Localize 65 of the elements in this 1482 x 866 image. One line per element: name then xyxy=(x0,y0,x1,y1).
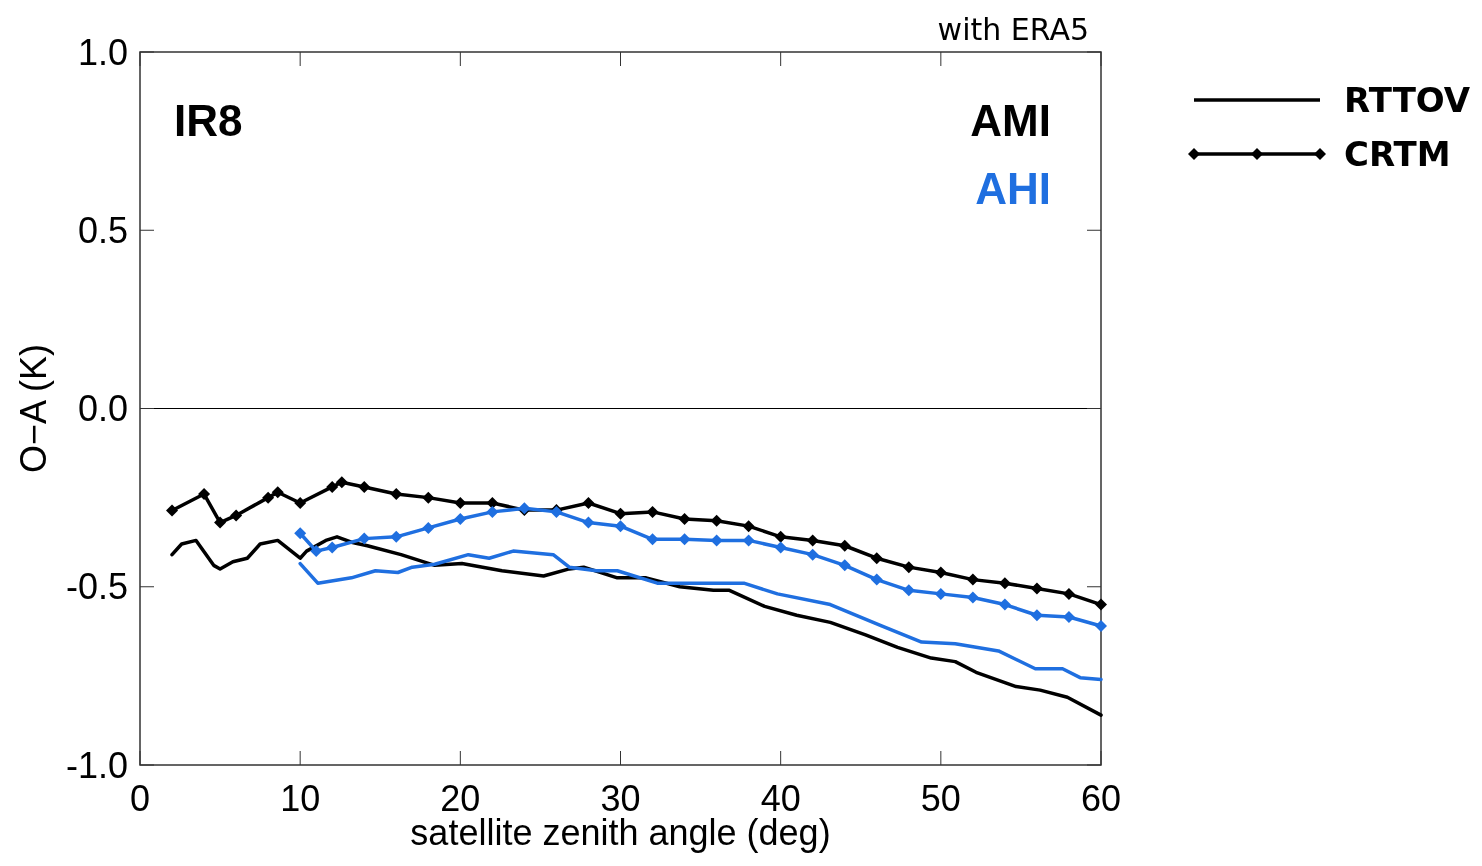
point xyxy=(1095,598,1107,611)
annotation: AHI xyxy=(975,164,1051,213)
point xyxy=(838,559,851,572)
x-tick-label: 60 xyxy=(1080,778,1122,819)
y-tick-label: 0.0 xyxy=(77,388,128,430)
point xyxy=(198,488,211,501)
point xyxy=(230,509,243,522)
point xyxy=(486,505,499,518)
point xyxy=(774,541,787,554)
x-tick-label: 50 xyxy=(920,778,961,819)
point xyxy=(902,561,915,574)
point xyxy=(1030,582,1043,595)
y-axis-title: O−A (K) xyxy=(13,343,54,474)
point xyxy=(582,496,595,509)
point xyxy=(902,584,915,597)
point xyxy=(294,527,307,540)
text: with ERA5 xyxy=(937,12,1089,47)
point xyxy=(326,480,339,493)
point xyxy=(614,507,627,520)
point xyxy=(271,486,284,499)
point xyxy=(582,516,595,529)
y-tick-label: 0.5 xyxy=(77,209,128,251)
point xyxy=(335,476,348,489)
point xyxy=(1062,587,1075,600)
point xyxy=(326,541,339,554)
point xyxy=(870,573,883,586)
y-tick-label: -0.5 xyxy=(65,566,128,608)
point xyxy=(294,496,307,509)
point xyxy=(390,488,403,501)
point xyxy=(998,577,1011,590)
legend-label: RTTOV xyxy=(1344,79,1471,120)
point xyxy=(422,491,435,504)
point xyxy=(454,513,467,526)
legend-label: CRTM xyxy=(1344,133,1451,174)
y-tick-label: -1.0 xyxy=(65,744,128,786)
point xyxy=(966,591,979,604)
point xyxy=(838,539,851,552)
point xyxy=(422,521,435,534)
line-series xyxy=(298,549,1103,682)
point xyxy=(390,530,403,543)
point xyxy=(646,505,659,518)
point xyxy=(934,587,947,600)
point xyxy=(998,598,1011,611)
point xyxy=(774,530,787,543)
point xyxy=(166,504,179,517)
point xyxy=(1030,609,1043,622)
point xyxy=(678,513,691,526)
point xyxy=(214,516,227,529)
annotation: AMI xyxy=(970,96,1051,145)
point xyxy=(806,534,819,547)
x-tick-label: 0 xyxy=(129,778,151,819)
point xyxy=(870,552,883,565)
point xyxy=(934,566,947,579)
point xyxy=(614,520,627,533)
y-tick-label: 1.0 xyxy=(77,31,128,73)
point xyxy=(806,548,819,561)
point xyxy=(966,573,979,586)
annotation: IR8 xyxy=(174,96,243,145)
point xyxy=(742,520,755,533)
point xyxy=(486,496,499,509)
point xyxy=(1095,619,1107,632)
point xyxy=(358,480,371,493)
x-tick-label: 10 xyxy=(280,778,321,819)
point xyxy=(310,545,323,558)
point xyxy=(262,491,275,504)
